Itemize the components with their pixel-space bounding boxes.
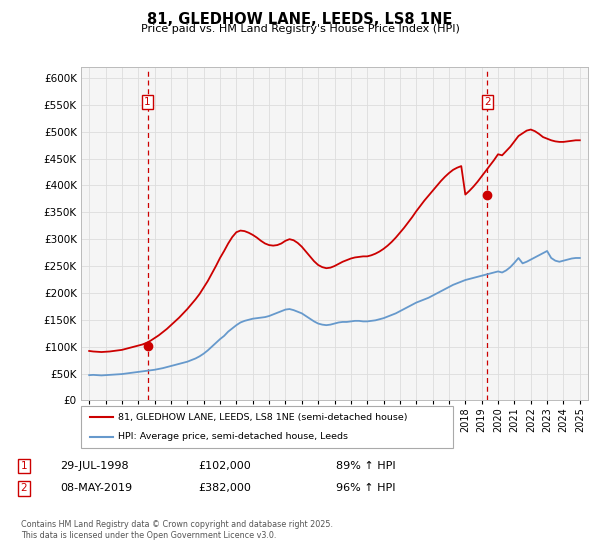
Text: HPI: Average price, semi-detached house, Leeds: HPI: Average price, semi-detached house,…: [118, 432, 348, 441]
Text: 2: 2: [484, 97, 491, 107]
Text: 81, GLEDHOW LANE, LEEDS, LS8 1NE: 81, GLEDHOW LANE, LEEDS, LS8 1NE: [148, 12, 452, 27]
Text: 81, GLEDHOW LANE, LEEDS, LS8 1NE (semi-detached house): 81, GLEDHOW LANE, LEEDS, LS8 1NE (semi-d…: [118, 413, 408, 422]
Text: 89% ↑ HPI: 89% ↑ HPI: [336, 461, 395, 471]
Text: 29-JUL-1998: 29-JUL-1998: [60, 461, 128, 471]
Text: 1: 1: [20, 461, 28, 471]
Text: 08-MAY-2019: 08-MAY-2019: [60, 483, 132, 493]
Text: Contains HM Land Registry data © Crown copyright and database right 2025.
This d: Contains HM Land Registry data © Crown c…: [21, 520, 333, 540]
Text: Price paid vs. HM Land Registry's House Price Index (HPI): Price paid vs. HM Land Registry's House …: [140, 24, 460, 34]
FancyBboxPatch shape: [81, 406, 453, 448]
Text: £382,000: £382,000: [198, 483, 251, 493]
Text: 96% ↑ HPI: 96% ↑ HPI: [336, 483, 395, 493]
Text: £102,000: £102,000: [198, 461, 251, 471]
Text: 2: 2: [20, 483, 28, 493]
Text: 1: 1: [144, 97, 151, 107]
